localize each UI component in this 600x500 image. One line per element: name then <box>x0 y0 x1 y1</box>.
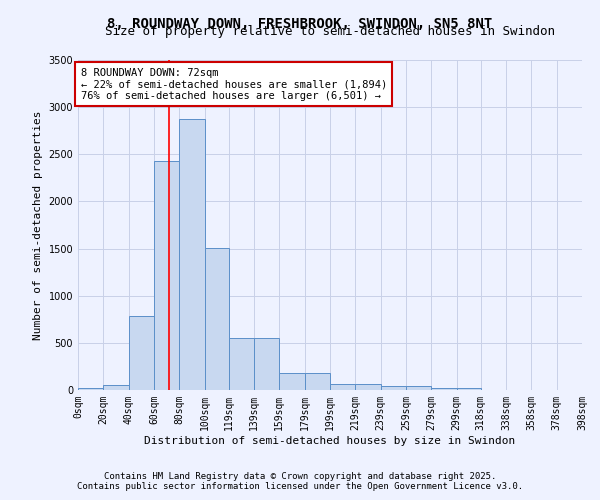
Bar <box>78 388 103 390</box>
Y-axis label: Number of semi-detached properties: Number of semi-detached properties <box>33 110 43 340</box>
Bar <box>330 384 355 390</box>
Bar <box>406 386 431 390</box>
Bar <box>380 386 406 390</box>
Bar <box>205 248 229 390</box>
Bar <box>103 386 128 390</box>
Text: 8, ROUNDWAY DOWN, FRESHBROOK, SWINDON, SN5 8NT: 8, ROUNDWAY DOWN, FRESHBROOK, SWINDON, S… <box>107 18 493 32</box>
Bar <box>457 388 481 390</box>
Bar <box>254 338 280 390</box>
Bar <box>355 384 380 390</box>
Bar <box>128 316 154 390</box>
Bar <box>229 338 254 390</box>
Bar <box>179 120 205 390</box>
X-axis label: Distribution of semi-detached houses by size in Swindon: Distribution of semi-detached houses by … <box>145 436 515 446</box>
Bar <box>431 388 457 390</box>
Bar <box>280 372 305 390</box>
Bar <box>154 161 179 390</box>
Text: Contains HM Land Registry data © Crown copyright and database right 2025.
Contai: Contains HM Land Registry data © Crown c… <box>77 472 523 491</box>
Title: Size of property relative to semi-detached houses in Swindon: Size of property relative to semi-detach… <box>105 25 555 38</box>
Text: 8 ROUNDWAY DOWN: 72sqm
← 22% of semi-detached houses are smaller (1,894)
76% of : 8 ROUNDWAY DOWN: 72sqm ← 22% of semi-det… <box>80 68 387 100</box>
Bar <box>305 372 330 390</box>
